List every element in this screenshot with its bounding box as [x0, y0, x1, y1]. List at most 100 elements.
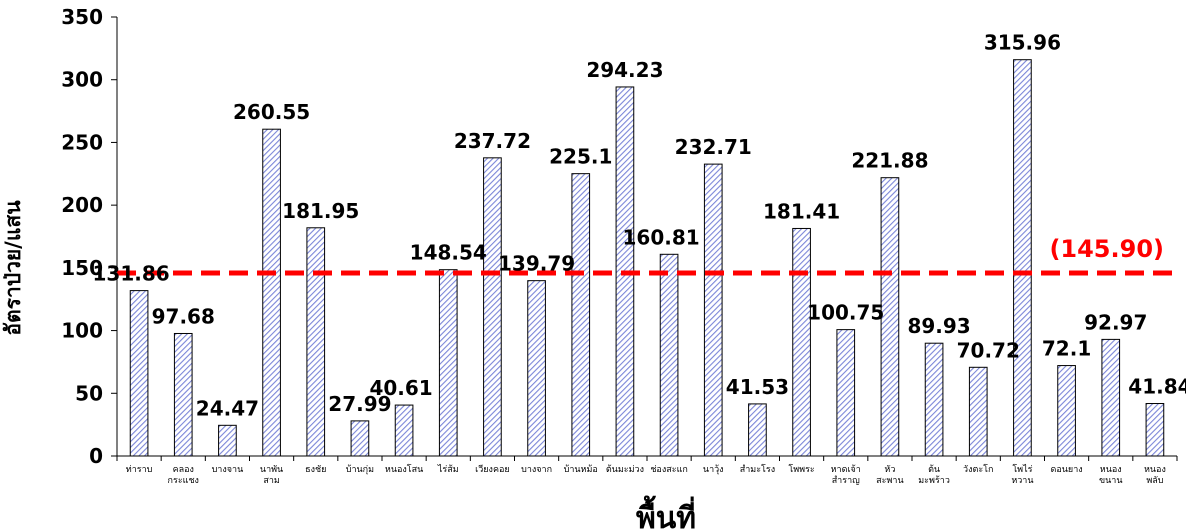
category-label-line: หัว	[884, 465, 895, 475]
category-label: ช่องสะแก	[650, 465, 688, 475]
category-label: บ้านหม้อ	[564, 464, 598, 475]
y-tick-label: 50	[75, 381, 103, 405]
y-axis-title: อัตราป่วย/แสน	[1, 200, 25, 336]
value-label: 225.1	[549, 145, 612, 169]
bar	[1057, 365, 1076, 457]
category-label: โพพระ	[788, 464, 815, 475]
category-label-line: โพไร่	[1012, 464, 1032, 475]
category-label-line: โพพระ	[788, 464, 815, 475]
category-label-line: ต้นมะม่วง	[606, 464, 644, 475]
value-label: 100.75	[807, 301, 884, 325]
value-label: 70.72	[957, 338, 1020, 362]
bar	[880, 177, 900, 457]
y-tick-label: 100	[61, 319, 103, 343]
bar	[527, 280, 546, 457]
category-label: หัวสะพาน	[876, 465, 903, 486]
category-label-line: สำมะโรง	[740, 464, 775, 475]
bar	[1145, 403, 1165, 457]
value-label: 24.47	[196, 396, 259, 420]
category-label-line: ต้น	[928, 464, 940, 475]
bar	[262, 128, 281, 457]
bar	[306, 227, 326, 457]
y-tick-label: 350	[61, 5, 103, 29]
value-label: 92.97	[1084, 310, 1147, 334]
value-label: 232.71	[675, 135, 752, 159]
category-label-line: พลับ	[1146, 476, 1163, 486]
bar	[129, 290, 149, 457]
category-label-line: บ้านหม้อ	[564, 464, 598, 475]
category-label: หาดเจ้าสำราญ	[831, 464, 861, 486]
category-label-line: บ้านกุ่ม	[346, 464, 374, 475]
category-label-line: ช่องสะแก	[650, 465, 688, 475]
category-label: นาวุ้ง	[703, 464, 724, 475]
y-tick-label: 300	[61, 68, 103, 92]
value-label: 27.99	[328, 392, 391, 416]
value-label: 41.53	[726, 375, 789, 399]
category-label-line: ไร่ส้ม	[437, 464, 459, 475]
category-label-line: มะพร้าว	[918, 475, 950, 486]
bar	[571, 173, 591, 457]
category-label-line: หาดเจ้า	[831, 464, 861, 475]
value-label: 237.72	[454, 129, 531, 153]
axes: 0 50 100 150 200 250 300 350	[61, 5, 1178, 468]
value-label: 131.86	[92, 262, 169, 286]
bar	[968, 366, 988, 457]
value-label: 221.88	[851, 149, 928, 173]
category-label-line: สาม	[263, 476, 280, 486]
value-label: 160.81	[622, 225, 699, 249]
category-label: หนองโสน	[385, 464, 423, 475]
category-label-line: ท่าราบ	[126, 465, 153, 475]
category-label: บ้านกุ่ม	[346, 464, 374, 475]
category-label-line: คลอง	[173, 465, 194, 475]
bar	[350, 420, 370, 457]
category-label: คลองกระแชง	[168, 465, 199, 486]
category-label-line: หนองโสน	[385, 464, 423, 475]
category-label-line: หวาน	[1011, 476, 1033, 486]
bar	[438, 269, 458, 457]
bar	[748, 403, 767, 457]
category-label-line: ดอนยาง	[1051, 465, 1083, 475]
y-tick-label: 200	[61, 193, 103, 217]
value-label: 97.68	[152, 304, 215, 328]
category-label: เวียงคอย	[475, 464, 510, 475]
bar	[483, 157, 502, 457]
value-label: 72.1	[1042, 337, 1091, 361]
category-label-line: เวียงคอย	[475, 464, 510, 475]
category-label-line: ขนาน	[1099, 476, 1123, 486]
category-label-line: นาพัน	[260, 465, 283, 475]
category-label: ต้นมะพร้าว	[918, 464, 950, 486]
bar	[659, 253, 679, 457]
value-label: 40.61	[369, 376, 432, 400]
category-label: หนองขนาน	[1099, 465, 1123, 486]
average-group: (145.90)	[117, 235, 1177, 276]
value-label: 181.41	[763, 199, 840, 223]
category-label: บางจาก	[521, 465, 552, 475]
category-label: สำมะโรง	[740, 464, 775, 475]
category-label-line: บางจาน	[212, 465, 244, 475]
category-label-line: วังตะโก	[963, 464, 993, 475]
bar	[924, 342, 944, 457]
category-label-line: สะพาน	[876, 476, 903, 486]
category-label: ดอนยาง	[1051, 465, 1083, 475]
category-label: นาพันสาม	[260, 465, 283, 486]
value-label: 148.54	[410, 241, 487, 265]
value-label: 260.55	[233, 100, 310, 124]
average-line-label: (145.90)	[1049, 235, 1164, 263]
category-label: ไร่ส้ม	[437, 464, 459, 475]
y-tick-label: 0	[89, 444, 103, 468]
bar	[394, 404, 414, 457]
bars-group	[129, 59, 1165, 457]
category-label-line: สำราญ	[832, 475, 860, 486]
category-label: ท่าราบ	[126, 465, 153, 475]
bar	[1101, 338, 1121, 457]
bar	[1013, 59, 1032, 457]
value-label: 139.79	[498, 252, 575, 276]
bar	[792, 227, 811, 457]
category-label-line: ธงชัย	[305, 465, 326, 475]
category-label: โพไร่หวาน	[1011, 464, 1033, 486]
bar	[703, 163, 723, 457]
bar	[173, 332, 193, 457]
category-label-line: บางจาก	[521, 465, 552, 475]
